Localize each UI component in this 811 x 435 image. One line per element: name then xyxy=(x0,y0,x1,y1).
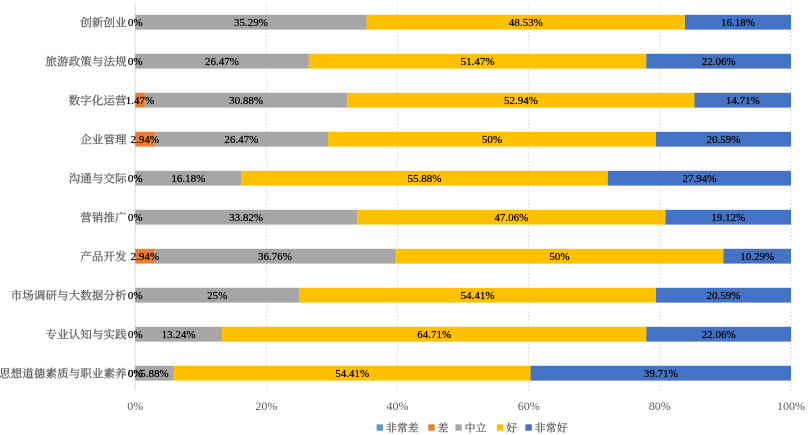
svg-text:0%: 0% xyxy=(128,329,143,341)
svg-text:50%: 50% xyxy=(549,251,569,263)
svg-text:39.71%: 39.71% xyxy=(644,368,678,380)
svg-text:100%: 100% xyxy=(777,399,805,413)
svg-text:10.29%: 10.29% xyxy=(740,251,774,263)
svg-text:50%: 50% xyxy=(482,134,502,146)
svg-text:0%: 0% xyxy=(128,368,143,380)
svg-text:13.24%: 13.24% xyxy=(162,329,196,341)
svg-text:0%: 0% xyxy=(128,173,143,185)
svg-text:0%: 0% xyxy=(128,290,143,302)
svg-text:30.88%: 30.88% xyxy=(229,95,263,107)
svg-text:22.06%: 22.06% xyxy=(702,329,736,341)
svg-text:1.47%: 1.47% xyxy=(126,95,154,107)
svg-text:80%: 80% xyxy=(649,399,671,413)
svg-text:55.88%: 55.88% xyxy=(408,173,442,185)
svg-text:20.59%: 20.59% xyxy=(707,290,741,302)
svg-text:0%: 0% xyxy=(128,368,143,380)
svg-text:0%: 0% xyxy=(127,399,143,413)
svg-text:20%: 20% xyxy=(255,399,277,413)
svg-text:2.94%: 2.94% xyxy=(131,134,159,146)
svg-text:40%: 40% xyxy=(387,399,409,413)
svg-text:64.71%: 64.71% xyxy=(417,329,451,341)
svg-text:52.94%: 52.94% xyxy=(504,95,538,107)
svg-text:36.76%: 36.76% xyxy=(258,251,292,263)
svg-text:16.18%: 16.18% xyxy=(721,17,755,29)
svg-text:54.41%: 54.41% xyxy=(335,368,369,380)
svg-text:16.18%: 16.18% xyxy=(171,173,205,185)
svg-text:19.12%: 19.12% xyxy=(711,212,745,224)
svg-text:33.82%: 33.82% xyxy=(229,212,263,224)
svg-text:20.59%: 20.59% xyxy=(707,134,741,146)
svg-text:2.94%: 2.94% xyxy=(131,251,159,263)
svg-text:54.41%: 54.41% xyxy=(461,290,495,302)
svg-text:35.29%: 35.29% xyxy=(234,17,268,29)
svg-text:0%: 0% xyxy=(128,212,143,224)
svg-text:48.53%: 48.53% xyxy=(509,17,543,29)
svg-text:26.47%: 26.47% xyxy=(205,56,239,68)
svg-text:27.94%: 27.94% xyxy=(682,173,716,185)
svg-text:0%: 0% xyxy=(128,17,143,29)
svg-text:25%: 25% xyxy=(207,290,227,302)
svg-text:51.47%: 51.47% xyxy=(461,56,495,68)
svg-text:14.71%: 14.71% xyxy=(726,95,760,107)
svg-text:22.06%: 22.06% xyxy=(702,56,736,68)
svg-text:5.88%: 5.88% xyxy=(140,368,168,380)
svg-text:47.06%: 47.06% xyxy=(494,212,528,224)
svg-text:26.47%: 26.47% xyxy=(224,134,258,146)
svg-text:0%: 0% xyxy=(128,56,143,68)
svg-text:60%: 60% xyxy=(518,399,540,413)
